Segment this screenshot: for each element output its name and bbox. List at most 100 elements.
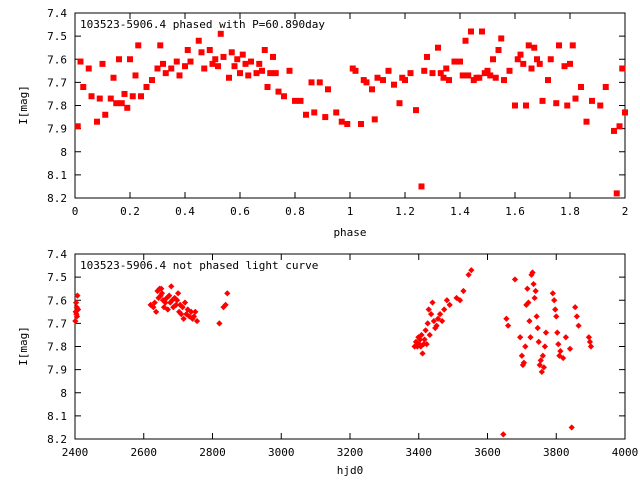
data-point [561, 63, 568, 70]
data-point [149, 77, 155, 84]
data-point [421, 336, 428, 343]
data-point [176, 72, 183, 79]
data-point [187, 58, 194, 65]
data-point [116, 56, 122, 63]
data-point [422, 327, 429, 334]
y-tick-label: 7.7 [47, 317, 67, 330]
data-point [113, 100, 120, 107]
data-point [556, 42, 562, 49]
data-point [272, 70, 279, 77]
x-tick-label: 4000 [612, 446, 639, 459]
data-point [118, 100, 125, 107]
data-point [391, 81, 397, 88]
x-tick-label: 0.6 [230, 205, 250, 218]
data-point [261, 47, 268, 53]
y-tick-label: 7.7 [47, 76, 67, 89]
data-point [527, 334, 534, 341]
data-point [525, 42, 532, 49]
data-point [566, 345, 574, 352]
y-tick-label: 8.2 [47, 192, 67, 205]
data-point [234, 56, 241, 63]
data-point [429, 70, 436, 77]
chart-title-unphased: 103523-5906.4 not phased light curve [80, 259, 318, 272]
data-point [138, 93, 144, 100]
data-point [127, 56, 133, 63]
data-point [498, 35, 505, 42]
data-point [522, 343, 529, 350]
data-point [536, 60, 543, 67]
data-point [192, 308, 199, 315]
data-point [110, 74, 117, 81]
data-point [363, 79, 370, 86]
data-point [239, 51, 246, 58]
data-point [501, 77, 507, 84]
data-point [385, 67, 392, 74]
data-point [531, 294, 538, 302]
data-point [425, 306, 432, 313]
data-point [428, 311, 435, 318]
data-point [443, 297, 451, 304]
data-point [597, 102, 604, 109]
plot-frame-phased [74, 12, 626, 199]
data-point [369, 86, 375, 93]
data-point [587, 343, 595, 350]
data-points-unphased [72, 267, 595, 438]
data-point [286, 67, 293, 74]
data-point [456, 297, 464, 304]
data-point [281, 93, 287, 100]
data-point [484, 67, 491, 74]
data-point [209, 60, 216, 67]
data-point [175, 290, 182, 297]
data-point [495, 47, 502, 53]
data-point [518, 352, 525, 359]
data-point [562, 334, 569, 341]
data-point [216, 320, 223, 327]
y-tick-label: 7.8 [47, 100, 67, 113]
data-point [107, 95, 114, 102]
data-point [96, 95, 103, 102]
data-point [160, 60, 166, 67]
y-tick-label: 8.2 [47, 433, 67, 446]
data-point [568, 424, 575, 431]
y-tick-label: 7.6 [47, 294, 67, 307]
data-point [311, 109, 318, 116]
data-point [352, 67, 359, 74]
data-point [242, 60, 249, 67]
data-point [102, 111, 109, 118]
data-point [224, 290, 231, 297]
data-point [586, 338, 594, 345]
data-point [567, 60, 573, 67]
data-point [446, 77, 452, 84]
data-point [325, 86, 331, 93]
data-point [468, 28, 474, 35]
y-ticks-unphased: 7.4 7.5 7.6 7.7 7.8 7.9 8 8.1 8.2 [47, 248, 625, 446]
data-point [418, 183, 425, 190]
data-point [195, 37, 202, 44]
data-point [424, 53, 430, 60]
data-point [297, 97, 304, 104]
data-point [578, 84, 584, 90]
data-point [443, 65, 450, 72]
x-tick-label: 0 [72, 205, 79, 218]
y-tick-label: 7.9 [47, 364, 67, 377]
data-point [168, 283, 175, 290]
data-point [528, 65, 535, 72]
data-point [80, 84, 87, 90]
data-point [487, 72, 494, 79]
data-point [531, 44, 538, 51]
y-tick-label: 7.5 [47, 271, 67, 284]
data-point [129, 93, 136, 100]
data-point [547, 56, 554, 63]
data-point [534, 56, 540, 63]
data-point [535, 338, 542, 345]
x-tick-label: 3200 [337, 446, 364, 459]
data-point [135, 42, 142, 49]
data-point [462, 37, 469, 44]
data-point [553, 100, 560, 107]
y-axis-label-phased: I[mag] [17, 85, 30, 125]
data-point [457, 58, 463, 65]
data-point [426, 331, 433, 339]
x-tick-label: 1.2 [395, 205, 415, 218]
data-point [435, 44, 441, 51]
data-point [154, 65, 161, 72]
